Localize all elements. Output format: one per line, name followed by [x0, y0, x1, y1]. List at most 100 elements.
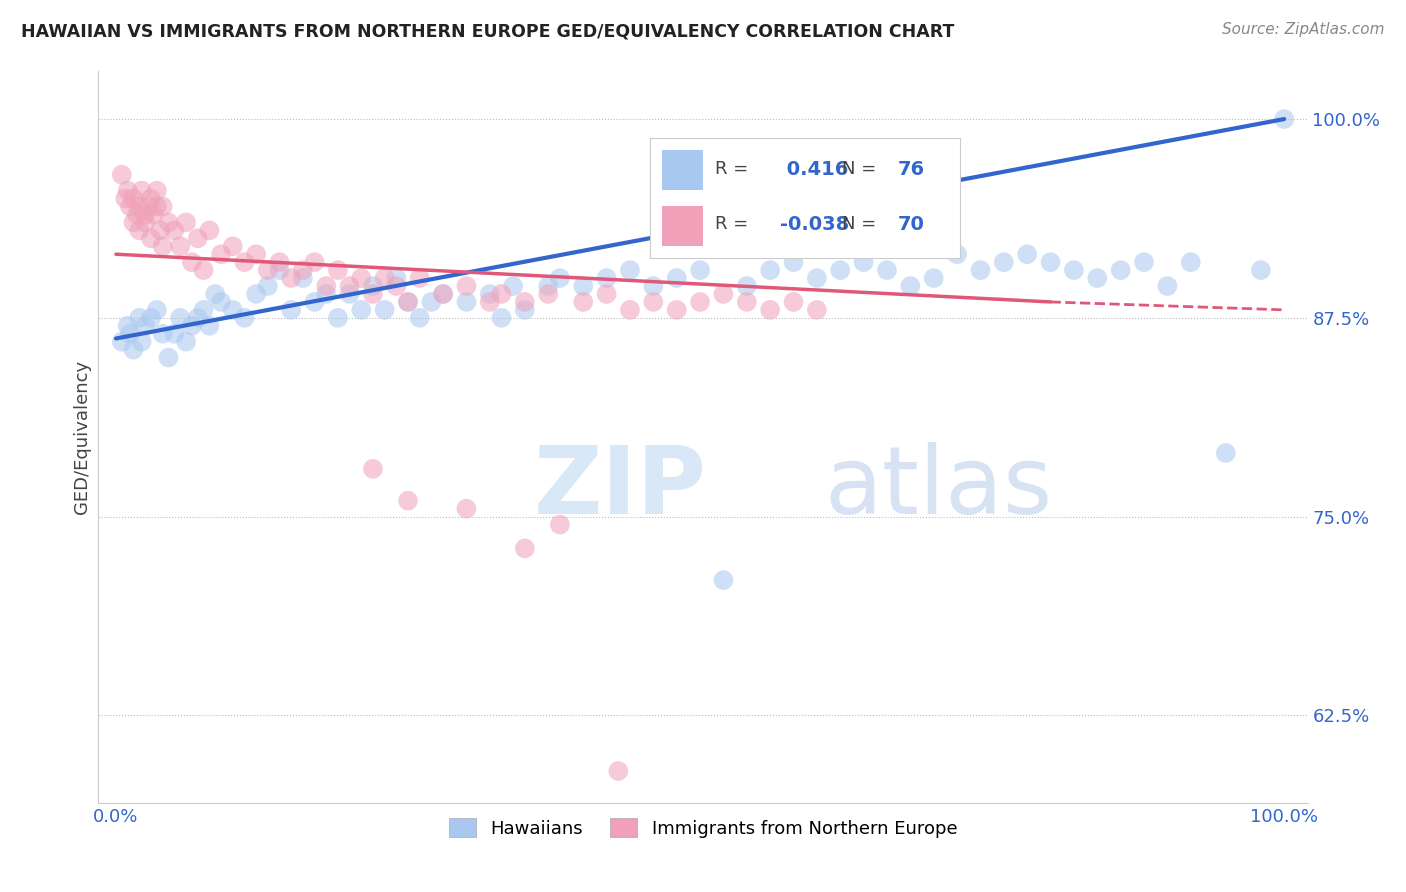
Point: [396, 493, 419, 508]
Point: [1250, 263, 1272, 277]
Point: [256, 279, 278, 293]
Point: [180, 318, 202, 333]
Point: [193, 302, 215, 317]
Point: [385, 271, 408, 285]
Point: [209, 294, 232, 309]
Point: [665, 302, 688, 317]
Point: [117, 184, 139, 198]
Point: [1063, 263, 1085, 277]
Point: [163, 223, 186, 237]
Point: [128, 223, 150, 237]
Point: [180, 255, 202, 269]
Point: [643, 279, 665, 293]
Point: [269, 263, 291, 277]
Point: [993, 255, 1015, 269]
FancyBboxPatch shape: [662, 150, 703, 190]
Point: [759, 263, 782, 277]
Point: [806, 302, 828, 317]
Point: [491, 287, 513, 301]
Point: [1180, 255, 1202, 269]
Point: [291, 271, 314, 285]
Point: [128, 310, 150, 325]
Point: [125, 207, 148, 221]
Point: [131, 184, 153, 198]
Point: [374, 271, 396, 285]
Point: [193, 263, 215, 277]
Point: [456, 294, 478, 309]
Point: [420, 294, 443, 309]
Point: [432, 287, 454, 301]
Point: [491, 310, 513, 325]
Point: [233, 255, 256, 269]
Point: [607, 764, 630, 778]
Point: [374, 302, 396, 317]
Point: [222, 302, 245, 317]
Point: [169, 310, 191, 325]
Point: [326, 263, 349, 277]
Point: [204, 287, 226, 301]
Point: [174, 334, 197, 349]
Text: N =: N =: [842, 161, 876, 178]
Point: [830, 263, 852, 277]
Text: 0.416: 0.416: [780, 160, 849, 178]
Text: N =: N =: [842, 216, 876, 234]
Point: [619, 263, 641, 277]
FancyBboxPatch shape: [662, 206, 703, 246]
Point: [548, 517, 571, 532]
Text: R =: R =: [716, 216, 748, 234]
Point: [782, 255, 804, 269]
Point: [146, 200, 169, 214]
Point: [111, 168, 134, 182]
Point: [361, 287, 384, 301]
Point: [432, 287, 454, 301]
Point: [122, 215, 145, 229]
Point: [134, 318, 156, 333]
Text: R =: R =: [716, 161, 748, 178]
Point: [339, 287, 361, 301]
Point: [513, 302, 536, 317]
Point: [209, 247, 232, 261]
Point: [291, 263, 314, 277]
Point: [163, 326, 186, 341]
Point: [946, 247, 969, 261]
Point: [118, 200, 141, 214]
Point: [537, 287, 560, 301]
Point: [152, 326, 174, 341]
Point: [157, 215, 180, 229]
Point: [735, 294, 758, 309]
Point: [643, 294, 665, 309]
Point: [149, 223, 172, 237]
Point: [361, 279, 384, 293]
Point: [385, 279, 408, 293]
Point: [280, 271, 302, 285]
Point: [304, 255, 326, 269]
Text: ZIP: ZIP: [534, 442, 707, 534]
Point: [339, 279, 361, 293]
Point: [152, 239, 174, 253]
Text: -0.038: -0.038: [780, 215, 849, 234]
Point: [456, 279, 478, 293]
Point: [146, 302, 169, 317]
Text: HAWAIIAN VS IMMIGRANTS FROM NORTHERN EUROPE GED/EQUIVALENCY CORRELATION CHART: HAWAIIAN VS IMMIGRANTS FROM NORTHERN EUR…: [21, 22, 955, 40]
Point: [256, 263, 278, 277]
Point: [898, 279, 921, 293]
Point: [409, 271, 432, 285]
Point: [117, 318, 139, 333]
Point: [713, 573, 735, 587]
Legend: Hawaiians, Immigrants from Northern Europe: Hawaiians, Immigrants from Northern Euro…: [441, 811, 965, 845]
Point: [350, 302, 373, 317]
Point: [315, 279, 337, 293]
Point: [280, 302, 302, 317]
Point: [572, 294, 595, 309]
Text: 76: 76: [898, 160, 925, 178]
Point: [1156, 279, 1178, 293]
Point: [876, 263, 898, 277]
Point: [138, 200, 160, 214]
Point: [198, 318, 221, 333]
Point: [572, 279, 595, 293]
Point: [139, 310, 162, 325]
Point: [114, 192, 136, 206]
Point: [1272, 112, 1295, 126]
Point: [852, 255, 875, 269]
Point: [1133, 255, 1156, 269]
